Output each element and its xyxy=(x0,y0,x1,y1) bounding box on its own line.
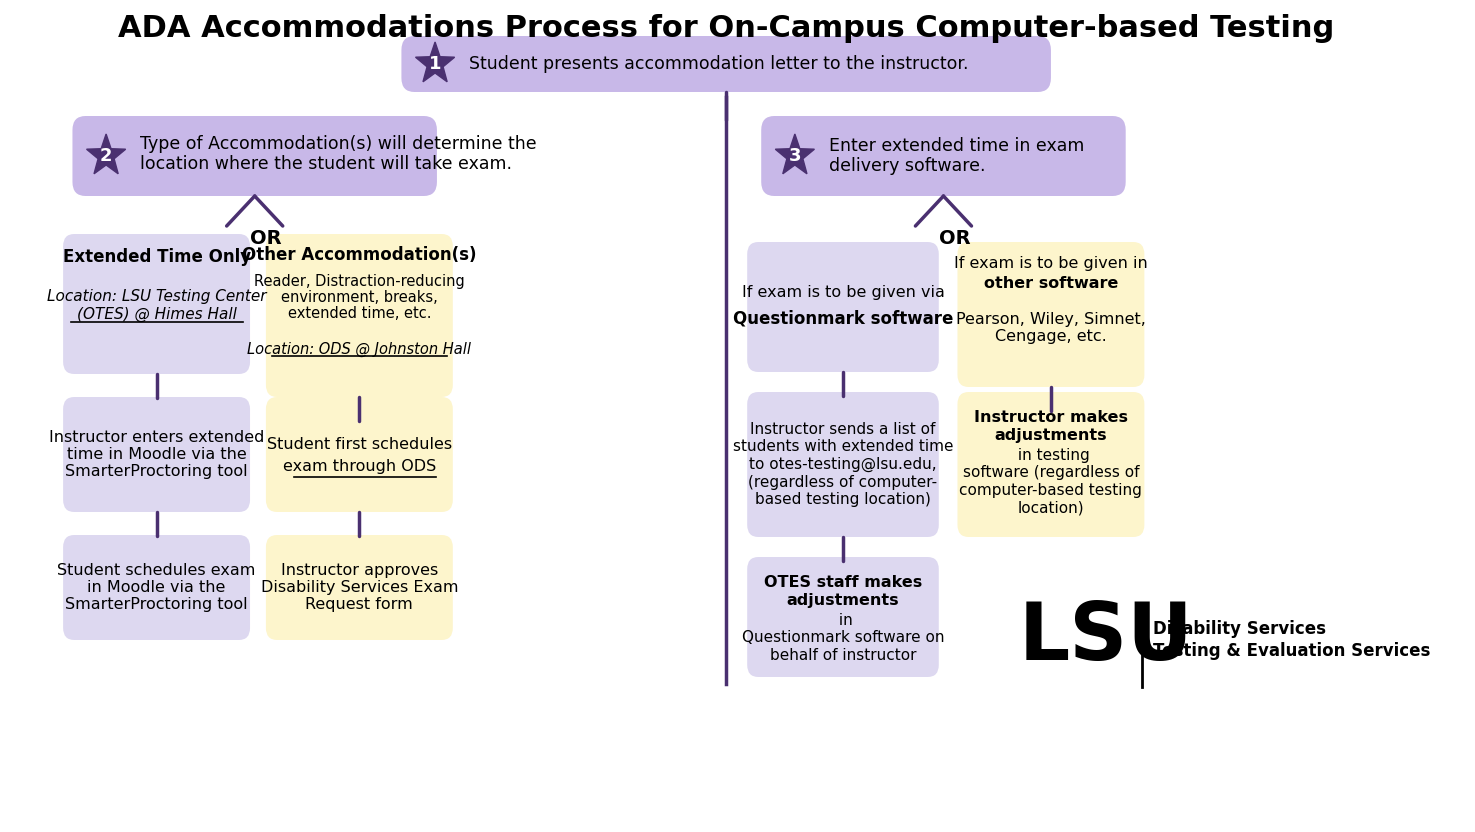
Text: Location: LSU Testing Center: Location: LSU Testing Center xyxy=(47,289,267,304)
Polygon shape xyxy=(776,134,814,174)
FancyBboxPatch shape xyxy=(266,397,453,512)
Text: Other Accommodation(s): Other Accommodation(s) xyxy=(242,246,476,264)
Text: OTES staff makes: OTES staff makes xyxy=(764,575,922,590)
Text: Instructor approves
Disability Services Exam
Request form: Instructor approves Disability Services … xyxy=(261,562,459,612)
Text: adjustments: adjustments xyxy=(994,428,1108,443)
Text: Instructor makes: Instructor makes xyxy=(974,410,1128,425)
FancyBboxPatch shape xyxy=(266,234,453,397)
Text: Disability Services: Disability Services xyxy=(1153,620,1326,638)
Polygon shape xyxy=(87,134,125,174)
Polygon shape xyxy=(416,42,454,82)
Text: (OTES) @ Himes Hall: (OTES) @ Himes Hall xyxy=(77,307,236,322)
Text: Enter extended time in exam
delivery software.: Enter extended time in exam delivery sof… xyxy=(829,136,1084,176)
FancyBboxPatch shape xyxy=(957,392,1145,537)
Text: environment, breaks,: environment, breaks, xyxy=(282,290,438,305)
Text: OR: OR xyxy=(251,229,282,247)
Text: exam through ODS: exam through ODS xyxy=(283,459,437,474)
FancyBboxPatch shape xyxy=(761,116,1125,196)
Text: 2: 2 xyxy=(100,147,112,165)
Text: Reader, Distraction-reducing: Reader, Distraction-reducing xyxy=(254,274,465,289)
Text: OR: OR xyxy=(940,229,971,247)
Text: Student first schedules: Student first schedules xyxy=(267,437,451,452)
Text: Student schedules exam
in Moodle via the
SmarterProctoring tool: Student schedules exam in Moodle via the… xyxy=(58,562,255,612)
Text: Student presents accommodation letter to the instructor.: Student presents accommodation letter to… xyxy=(469,55,968,73)
Text: LSU: LSU xyxy=(1018,599,1193,677)
Text: If exam is to be given in: If exam is to be given in xyxy=(954,256,1148,271)
Text: 1: 1 xyxy=(429,55,441,73)
FancyBboxPatch shape xyxy=(63,397,251,512)
FancyBboxPatch shape xyxy=(72,116,437,196)
FancyBboxPatch shape xyxy=(748,557,938,677)
Text: in
Questionmark software on
behalf of instructor: in Questionmark software on behalf of in… xyxy=(742,613,944,663)
Text: Questionmark software: Questionmark software xyxy=(733,310,953,328)
FancyBboxPatch shape xyxy=(266,535,453,640)
Text: in testing
software (regardless of
computer-based testing
location): in testing software (regardless of compu… xyxy=(960,448,1142,515)
Text: If exam is to be given via: If exam is to be given via xyxy=(742,285,944,300)
Text: Pearson, Wiley, Simnet,
Cengage, etc.: Pearson, Wiley, Simnet, Cengage, etc. xyxy=(956,312,1146,344)
FancyBboxPatch shape xyxy=(401,36,1050,92)
Text: other software: other software xyxy=(984,276,1118,291)
Text: adjustments: adjustments xyxy=(786,593,900,608)
FancyBboxPatch shape xyxy=(63,234,251,374)
FancyBboxPatch shape xyxy=(63,535,251,640)
Text: Type of Accommodation(s) will determine the
location where the student will take: Type of Accommodation(s) will determine … xyxy=(140,135,537,173)
Text: ADA Accommodations Process for On-Campus Computer-based Testing: ADA Accommodations Process for On-Campus… xyxy=(118,14,1333,43)
Text: Testing & Evaluation Services: Testing & Evaluation Services xyxy=(1153,642,1431,660)
Text: Instructor enters extended
time in Moodle via the
SmarterProctoring tool: Instructor enters extended time in Moodl… xyxy=(49,429,264,479)
FancyBboxPatch shape xyxy=(748,242,938,372)
FancyBboxPatch shape xyxy=(957,242,1145,387)
Text: Instructor sends a list of
students with extended time
to otes-testing@lsu.edu,
: Instructor sends a list of students with… xyxy=(733,422,953,507)
Text: Location: ODS @ Johnston Hall: Location: ODS @ Johnston Hall xyxy=(248,342,472,357)
Text: extended time, etc.: extended time, etc. xyxy=(288,306,431,321)
Text: Extended Time Only: Extended Time Only xyxy=(62,248,251,266)
Text: :: : xyxy=(1093,276,1099,291)
Text: 3: 3 xyxy=(789,147,801,165)
FancyBboxPatch shape xyxy=(748,392,938,537)
